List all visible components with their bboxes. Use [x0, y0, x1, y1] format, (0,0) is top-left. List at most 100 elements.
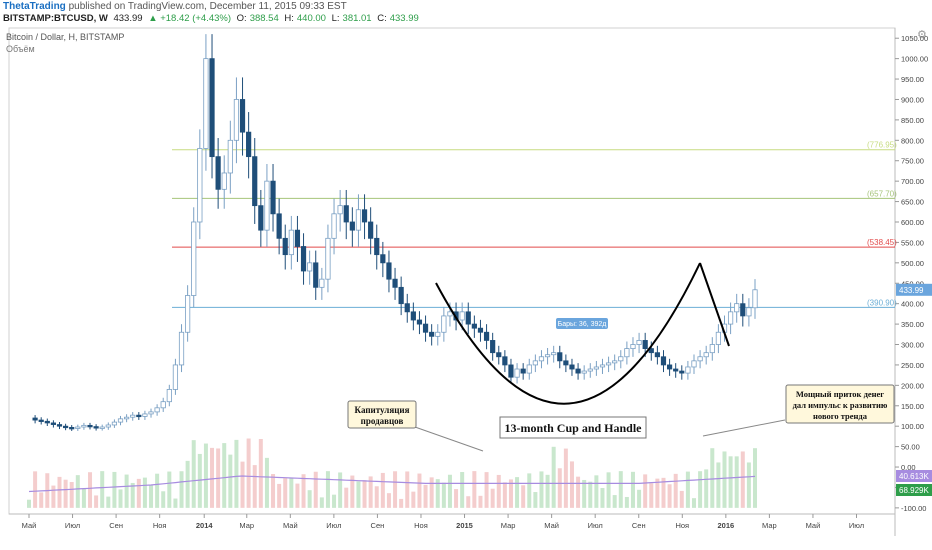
- volume-bar: [63, 479, 68, 508]
- candle-down: [422, 323, 429, 333]
- volume-bar: [118, 489, 123, 508]
- candle-down: [679, 370, 685, 374]
- candle-down: [44, 420, 50, 424]
- candle-up: [618, 356, 624, 362]
- candle-down: [465, 311, 471, 325]
- volume-bar: [423, 484, 428, 508]
- volume-badge: [896, 484, 932, 496]
- seller-capitulation-callout: [347, 400, 417, 429]
- volume-bar: [515, 477, 520, 508]
- publish-text: published on TradingView.com, December 1…: [68, 1, 347, 12]
- symbol-label[interactable]: BITSTAMP:BTCUSD, W: [3, 13, 108, 24]
- candle-down: [38, 419, 44, 422]
- candle-up: [117, 418, 124, 423]
- volume-bar: [27, 499, 31, 508]
- volume-bar: [51, 485, 56, 508]
- y-tick-label: -100.00: [901, 504, 926, 513]
- candle-down: [32, 417, 38, 421]
- candle-down: [50, 422, 57, 425]
- volume-bar: [753, 448, 757, 508]
- cup-curve: [435, 262, 701, 405]
- volume-bar: [161, 491, 166, 508]
- y-tick-label: 550.00: [901, 238, 924, 247]
- candle-up: [624, 348, 630, 358]
- x-tick-label: Мар: [762, 521, 777, 530]
- candle-up: [142, 413, 148, 417]
- candle-down: [490, 340, 496, 354]
- x-tick-label: Ноя: [153, 521, 167, 530]
- volume-bar: [106, 496, 111, 508]
- candle-up: [124, 416, 130, 420]
- volume-bar: [155, 473, 160, 508]
- volume-bar: [405, 471, 410, 508]
- candle-up: [288, 229, 294, 256]
- author-link[interactable]: ThetaTrading: [3, 1, 66, 12]
- candle-up: [752, 289, 758, 309]
- candle-up: [532, 360, 538, 366]
- volume-bar: [319, 497, 324, 508]
- handle-line: [699, 262, 730, 347]
- volume-bar: [728, 456, 733, 508]
- candle-down: [520, 368, 526, 374]
- y-tick-label: 800.00: [901, 136, 924, 145]
- candle-down: [642, 340, 648, 349]
- volume-bar: [222, 443, 227, 508]
- candle-down: [93, 426, 99, 429]
- volume-bar: [637, 489, 642, 508]
- candle-up: [630, 344, 636, 349]
- volume-bar: [417, 473, 422, 508]
- candle-up: [331, 213, 337, 239]
- candle-down: [343, 205, 349, 223]
- candle-up: [319, 278, 325, 288]
- y-tick-label: 200.00: [901, 381, 924, 390]
- volume-bar: [661, 477, 666, 508]
- volume-bar: [94, 495, 99, 508]
- candle-down: [673, 368, 679, 372]
- volume-bar: [435, 479, 440, 508]
- candle-up: [593, 366, 599, 370]
- settings-gear-icon[interactable]: ⚙: [917, 28, 927, 41]
- y-tick-label: 300.00: [901, 341, 924, 350]
- ohlc-high-value: 440.00: [296, 13, 326, 24]
- volume-bar: [252, 465, 257, 508]
- candle-down: [666, 364, 673, 370]
- candle-down: [508, 364, 514, 378]
- candle-down: [313, 262, 319, 288]
- volume-badge-text: 68.929K: [899, 486, 929, 495]
- volume-legend: Объём: [6, 44, 35, 54]
- x-tick-label: Сен: [632, 521, 646, 530]
- ohlc-close-value: 433.99: [389, 13, 419, 24]
- candle-down: [477, 327, 484, 333]
- volume-bar: [57, 476, 62, 508]
- seller-capitulation-callout-text: продавцов: [361, 416, 404, 426]
- money-inflow-callout-text: дал импульс к развитию: [793, 400, 888, 410]
- y-tick-label: 900.00: [901, 95, 924, 104]
- volume-bar: [301, 474, 306, 508]
- last-price-badge: [896, 283, 932, 296]
- bars-range-badge: [556, 318, 608, 329]
- volume-bar: [576, 476, 581, 508]
- x-tick-label: Сен: [371, 521, 385, 530]
- volume-bar: [478, 495, 483, 508]
- publish-info: ThetaTrading published on TradingView.co…: [3, 1, 347, 12]
- y-tick-label: 950.00: [901, 75, 924, 84]
- volume-bar: [569, 461, 574, 508]
- candle-up: [605, 362, 612, 366]
- candle-up: [233, 99, 240, 141]
- candle-down: [349, 221, 355, 231]
- candle-up: [148, 411, 154, 415]
- x-tick-label: Июл: [849, 521, 864, 530]
- volume-bar: [691, 498, 696, 508]
- candle-down: [471, 323, 477, 329]
- candle-up: [526, 364, 532, 374]
- fib-level-label: (538.45): [867, 238, 897, 247]
- candle-down: [300, 246, 307, 272]
- y-tick-label: 400.00: [901, 300, 924, 309]
- volume-bar: [240, 461, 245, 508]
- volume-bar: [667, 484, 672, 508]
- volume-bar: [472, 471, 477, 508]
- candle-down: [569, 364, 575, 370]
- ohlc-low-value: 381.01: [342, 13, 372, 24]
- volume-bar: [130, 482, 135, 508]
